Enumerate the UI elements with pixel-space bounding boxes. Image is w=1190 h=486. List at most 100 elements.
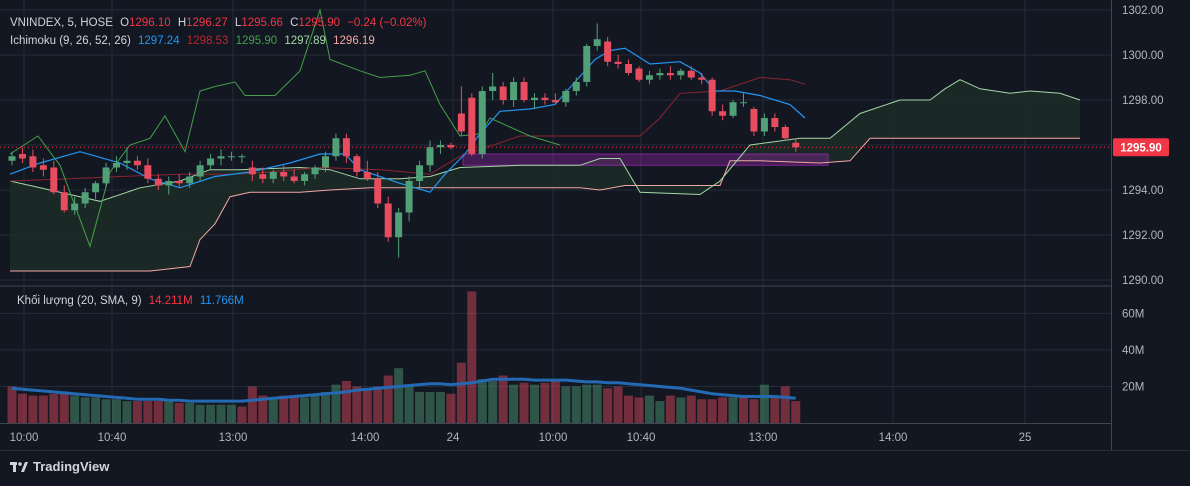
candle [342, 133, 350, 163]
volume-bar [446, 393, 456, 423]
volume-bar [300, 397, 310, 423]
volume-bar [592, 384, 602, 423]
volume-bar [540, 382, 550, 423]
candle [102, 163, 110, 188]
volume-bar [237, 406, 247, 423]
volume-bar [174, 402, 184, 423]
candle [227, 151, 235, 161]
candle [666, 66, 674, 80]
volume-bar [258, 395, 268, 423]
tradingview-logo[interactable]: TradingView [10, 459, 109, 474]
volume-bar [791, 401, 801, 423]
volume-label: Khối lượng (20, SMA, 9) [17, 295, 142, 307]
volume-bar [226, 404, 236, 423]
legend-low: L1295.66 [234, 17, 283, 29]
candle [374, 172, 382, 208]
candle-body [625, 64, 633, 73]
candle [363, 160, 371, 181]
volume-bar [498, 375, 508, 423]
ichimoku-span-b-value: 1296.19 [333, 35, 375, 47]
candle-body [113, 163, 120, 168]
volume-bar [665, 395, 675, 423]
candle [332, 133, 340, 161]
candle [18, 147, 26, 163]
candle-body [353, 156, 361, 172]
candle [154, 174, 162, 190]
volume-bar [530, 384, 539, 423]
candle [165, 176, 173, 195]
volume-bar [206, 404, 216, 423]
volume-bar [112, 399, 121, 423]
volume-bar [477, 379, 487, 423]
candle-body [405, 181, 413, 213]
price-tick-label: 1290.00 [1122, 275, 1164, 287]
candle [771, 113, 779, 132]
candle [71, 196, 79, 215]
candle [614, 55, 622, 69]
candle-body [666, 73, 674, 76]
candle [290, 169, 298, 184]
candle-body [50, 167, 58, 193]
candle [478, 86, 486, 159]
candle [322, 151, 329, 172]
volume-legend: Khối lượng (20, SMA, 9) 14.211M 11.766M [17, 295, 248, 307]
candle [259, 167, 267, 184]
candle [760, 113, 768, 136]
volume-tick-label: 40M [1122, 345, 1144, 357]
candle-body [656, 73, 664, 76]
candle-body [677, 70, 685, 76]
price-tick-label: 1300.00 [1122, 50, 1164, 62]
candle-body [332, 138, 340, 157]
candle-body [175, 181, 183, 184]
candle [656, 68, 664, 80]
legend-close: C1295.90 [290, 17, 340, 29]
volume-bar [676, 397, 686, 423]
candle [280, 165, 288, 181]
candle [123, 147, 131, 170]
candle-body [436, 145, 444, 148]
volume-bar [132, 401, 142, 423]
volume-bar [435, 391, 445, 423]
candlestick-series [8, 23, 800, 258]
candle [144, 158, 152, 184]
volume-bar [550, 380, 560, 423]
candle-body [18, 154, 26, 159]
volume-sma-line [11, 377, 796, 403]
volume-bar [394, 368, 404, 423]
ichimoku-chikou-value: 1295.90 [235, 35, 278, 47]
candle-body [186, 176, 194, 184]
price-tick-label: 1298.00 [1122, 95, 1164, 107]
candle-body [280, 172, 288, 177]
candle-body [729, 102, 737, 116]
candle [750, 106, 758, 136]
candle-body [740, 102, 747, 104]
legend-high: H1296.27 [177, 17, 228, 29]
candle [604, 37, 612, 67]
candle-body [416, 165, 424, 181]
volume-value: 14.211M [148, 295, 193, 307]
candle-body [457, 113, 465, 132]
candle-body [572, 82, 580, 91]
volume-bar [80, 397, 90, 423]
candle-body [363, 172, 371, 179]
candle-body [217, 156, 225, 159]
candle [311, 165, 319, 179]
candle-body [227, 156, 235, 158]
candle-body [207, 158, 215, 166]
candle-body [792, 142, 800, 148]
candle-body [771, 118, 779, 127]
candle [60, 185, 68, 213]
candle [39, 158, 47, 177]
volume-bar [185, 402, 195, 423]
candle [269, 169, 277, 184]
time-tick-label: 10:40 [627, 432, 656, 444]
candle-body [562, 91, 570, 103]
candle [698, 73, 706, 85]
candle-body [447, 145, 455, 148]
candle [113, 156, 120, 172]
candle [740, 93, 747, 107]
ichimoku-cloud-fill [10, 79, 1080, 271]
price-tick-label: 1302.00 [1122, 5, 1164, 17]
volume-bar [101, 399, 111, 423]
